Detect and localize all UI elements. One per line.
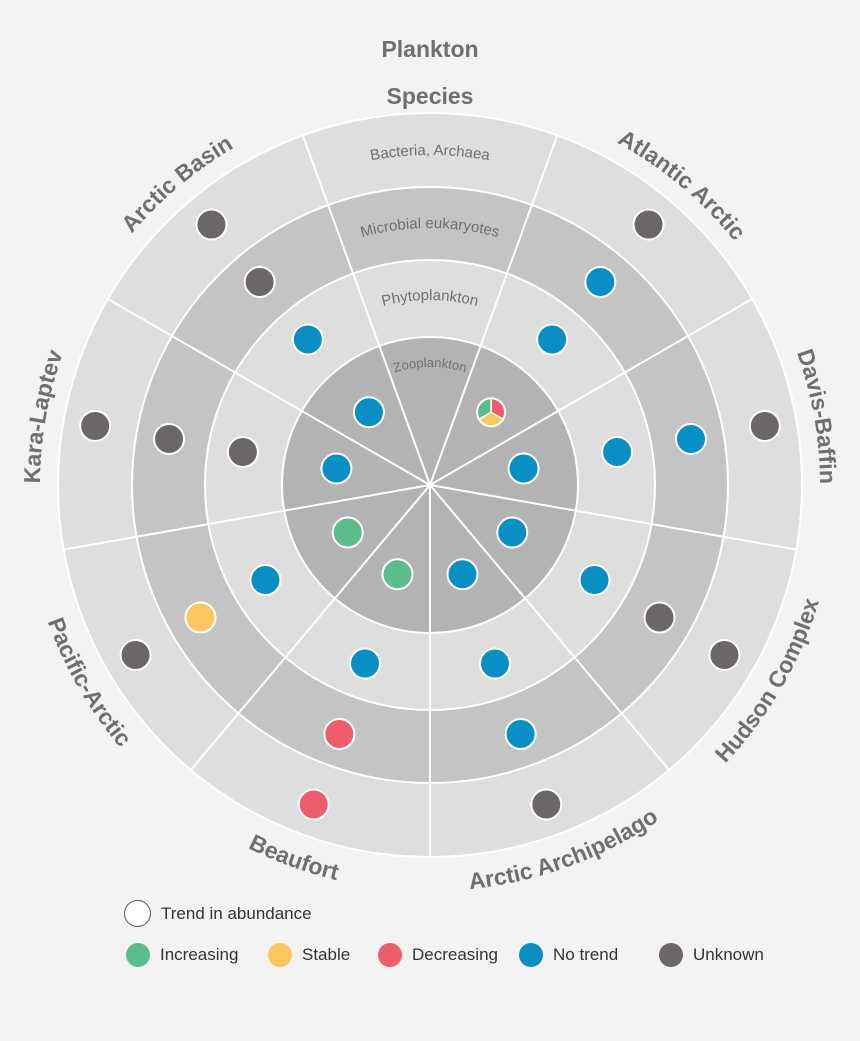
- sector-divider: [190, 484, 431, 771]
- trend-marker-unknown: [708, 639, 741, 671]
- trend-marker-no-trend: [504, 718, 537, 751]
- sector-divider: [429, 135, 559, 486]
- trend-marker-no-trend: [320, 452, 353, 485]
- legend-item-stable: Stable: [268, 943, 350, 967]
- trend-marker-no-trend: [601, 436, 634, 469]
- trend-marker-no-trend: [249, 564, 282, 596]
- trend-marker-no-trend: [584, 265, 617, 298]
- sector-divider: [429, 484, 797, 551]
- diagram-title: Plankton: [381, 36, 479, 62]
- sector-divider: [107, 298, 431, 486]
- legend-label: Stable: [302, 945, 351, 964]
- trend-marker-unknown: [153, 422, 186, 455]
- decreasing-swatch-icon: [378, 943, 402, 967]
- trend-marker-unknown: [632, 208, 665, 241]
- trend-markers: [79, 208, 781, 821]
- legend-item-unknown: Unknown: [659, 943, 764, 967]
- unknown-swatch-icon: [659, 943, 683, 967]
- trend-marker-unknown: [226, 436, 259, 469]
- ring-label: Bacteria, Archaea: [369, 142, 492, 164]
- sector-divider: [301, 135, 431, 486]
- legend-header: Trend in abundance: [161, 903, 312, 923]
- sector-divider: [63, 484, 431, 551]
- legend-label: No trend: [553, 945, 619, 964]
- trend-marker-no-trend: [349, 647, 382, 680]
- increasing-swatch-icon: [126, 943, 150, 967]
- legend-label: Unknown: [693, 945, 764, 964]
- trend-marker-unknown: [79, 409, 112, 442]
- trend-marker-no-trend: [536, 323, 569, 356]
- legend-label: Decreasing: [412, 945, 498, 964]
- trend-marker-unknown: [748, 409, 781, 442]
- trend-marker-no-trend: [446, 558, 479, 591]
- trend-marker-increasing: [381, 558, 414, 591]
- trend-marker-decreasing: [297, 788, 330, 821]
- trend-marker-no-trend: [352, 396, 385, 429]
- trend-marker-unknown: [243, 265, 276, 298]
- trend-marker-no-trend: [578, 564, 611, 596]
- legend-outline-icon: [124, 900, 151, 927]
- diagram-subtitle: Species: [386, 83, 474, 109]
- sector-divider: [429, 484, 670, 771]
- ring-label: Zooplankton: [391, 355, 468, 375]
- trend-marker-decreasing: [323, 718, 356, 751]
- legend-label: Increasing: [160, 945, 239, 964]
- trend-marker-no-trend: [674, 422, 707, 455]
- legend-header-row: Trend in abundance: [124, 900, 312, 927]
- trend-marker-no-trend: [496, 516, 529, 549]
- no-trend-swatch-icon: [519, 943, 543, 967]
- trend-marker-no-trend: [507, 452, 540, 485]
- legend-item-increasing: Increasing: [126, 943, 238, 967]
- legend-item-no-trend: No trend: [519, 943, 618, 967]
- sector-dividers: [63, 135, 797, 857]
- trend-marker-unknown: [643, 601, 676, 634]
- trend-marker-unknown: [530, 788, 563, 821]
- sector-divider: [429, 298, 753, 486]
- ring-label: Phytoplankton: [380, 287, 480, 310]
- trend-marker-unknown: [119, 639, 152, 671]
- trend-marker-no-trend: [478, 647, 511, 680]
- trend-marker-unknown: [195, 208, 228, 241]
- trend-marker-stable: [184, 601, 217, 634]
- stable-swatch-icon: [268, 943, 292, 967]
- mixed-trend-marker: [476, 397, 507, 428]
- legend-item-decreasing: Decreasing: [378, 943, 498, 967]
- trend-marker-increasing: [331, 516, 364, 549]
- trend-marker-no-trend: [291, 323, 324, 356]
